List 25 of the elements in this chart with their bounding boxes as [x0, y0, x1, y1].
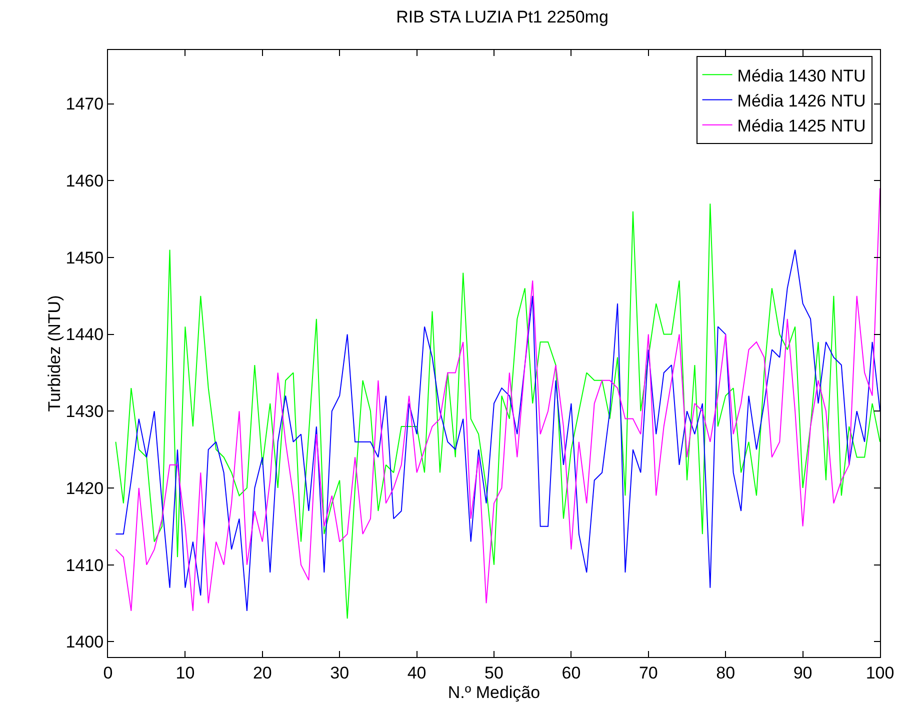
x-tick-label: 100	[866, 663, 894, 682]
x-axis-title: N.º Medição	[448, 682, 540, 702]
y-tick-label: 1410	[66, 556, 104, 575]
y-tick-label: 1460	[66, 172, 104, 191]
y-axis-title: Turbidez (NTU)	[44, 295, 64, 412]
x-tick-label: 90	[793, 663, 812, 682]
legend-label: Média 1425 NTU	[737, 116, 866, 136]
legend-label: Média 1430 NTU	[737, 66, 866, 86]
y-tick-label: 1470	[66, 94, 104, 114]
y-tick-label: 1430	[66, 402, 104, 422]
legend-label: Média 1426 NTU	[737, 91, 866, 110]
x-tick-label: 50	[484, 663, 504, 682]
y-tick-label: 1420	[66, 478, 104, 498]
y-tick-label: 1440	[66, 325, 104, 344]
x-tick-label: 20	[252, 663, 272, 682]
x-tick-label: 10	[176, 663, 195, 682]
x-tick-label: 40	[407, 663, 426, 682]
x-tick-label: 80	[716, 663, 736, 682]
chart-title: RIB STA LUZIA Pt1 2250mg	[396, 8, 608, 27]
x-tick-label: 30	[330, 663, 350, 682]
x-tick-label: 60	[562, 663, 581, 682]
x-tick-label: 0	[103, 663, 113, 682]
y-tick-label: 1450	[66, 248, 104, 268]
x-tick-label: 70	[638, 663, 658, 682]
y-tick-label: 1400	[66, 632, 104, 652]
